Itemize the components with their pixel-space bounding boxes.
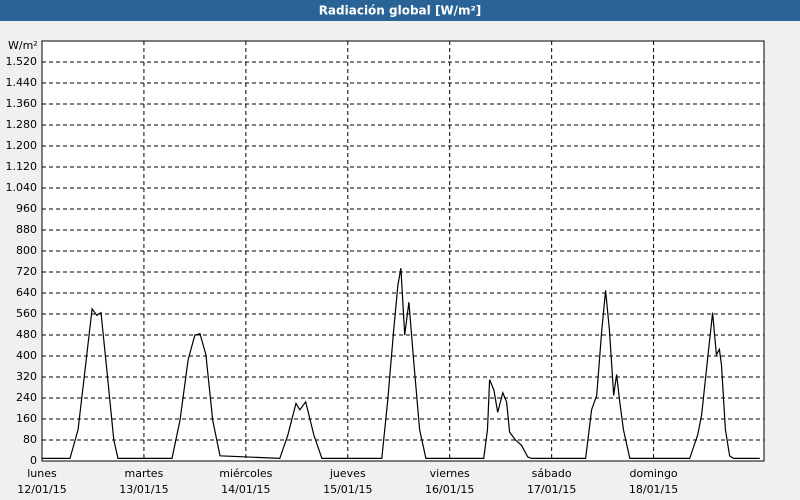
y-tick-label: 800 bbox=[16, 244, 37, 257]
y-tick-label: 1.040 bbox=[6, 181, 38, 194]
y-tick-label: 0 bbox=[30, 454, 37, 467]
y-tick-label: 1.360 bbox=[6, 97, 38, 110]
x-tick-label: martes bbox=[125, 467, 164, 480]
y-tick-label: 80 bbox=[23, 433, 37, 446]
y-tick-label: 240 bbox=[16, 391, 37, 404]
x-tick-date: 15/01/15 bbox=[323, 483, 372, 496]
x-tick-date: 13/01/15 bbox=[119, 483, 168, 496]
x-tick-label: domingo bbox=[629, 467, 677, 480]
y-tick-label: 880 bbox=[16, 223, 37, 236]
y-tick-label: 1.200 bbox=[6, 139, 38, 152]
x-tick-date: 14/01/15 bbox=[221, 483, 270, 496]
y-tick-label: 1.440 bbox=[6, 76, 38, 89]
x-tick-date: 12/01/15 bbox=[17, 483, 66, 496]
y-tick-label: 400 bbox=[16, 349, 37, 362]
y-tick-label: 640 bbox=[16, 286, 37, 299]
x-tick-date: 16/01/15 bbox=[425, 483, 474, 496]
x-tick-label: sábado bbox=[532, 467, 572, 480]
y-tick-label: 160 bbox=[16, 412, 37, 425]
y-unit: W/m² bbox=[8, 39, 38, 52]
chart-title: Radiación global [W/m²] bbox=[319, 4, 482, 18]
x-tick-label: miércoles bbox=[219, 467, 272, 480]
x-tick-date: 18/01/15 bbox=[629, 483, 678, 496]
x-tick-label: viernes bbox=[430, 467, 470, 480]
y-tick-label: 1.120 bbox=[6, 160, 38, 173]
x-tick-label: jueves bbox=[329, 467, 366, 480]
y-tick-label: 320 bbox=[16, 370, 37, 383]
series-line bbox=[42, 267, 760, 460]
x-tick-date: 17/01/15 bbox=[527, 483, 576, 496]
y-tick-label: 1.280 bbox=[6, 118, 38, 131]
title-bar bbox=[0, 0, 800, 21]
y-tick-label: 560 bbox=[16, 307, 37, 320]
y-tick-label: 720 bbox=[16, 265, 37, 278]
x-tick-label: lunes bbox=[27, 467, 57, 480]
y-tick-label: 960 bbox=[16, 202, 37, 215]
y-tick-label: 480 bbox=[16, 328, 37, 341]
y-tick-label: 1.520 bbox=[6, 55, 38, 68]
